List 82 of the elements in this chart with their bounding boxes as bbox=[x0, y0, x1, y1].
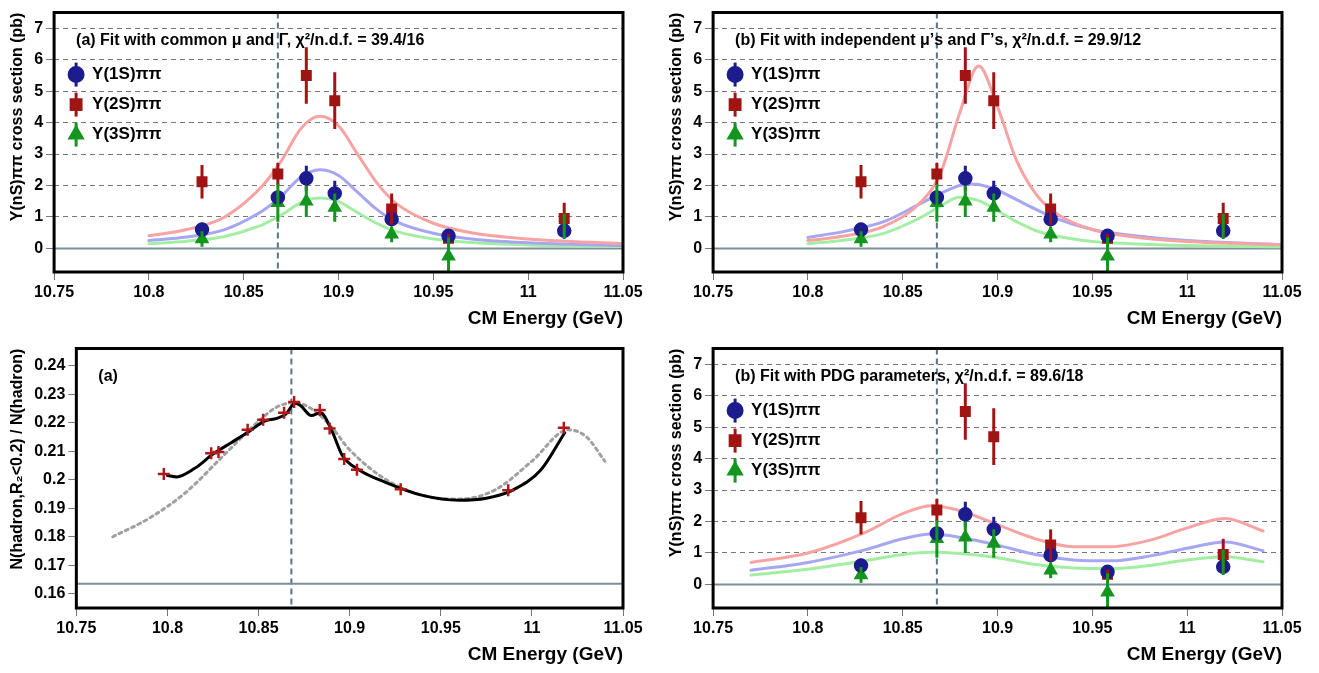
x-tick-label: 10.9 bbox=[981, 283, 1014, 301]
x-tick-label: 10.8 bbox=[151, 619, 184, 637]
y-tick-label: 5 bbox=[693, 81, 703, 99]
y-tick-label: 6 bbox=[693, 386, 703, 404]
text: (a) bbox=[98, 367, 118, 385]
x-tick-label: 10.85 bbox=[882, 283, 923, 301]
x-tick-label: 10.9 bbox=[981, 619, 1014, 637]
x-tick-label: 11.05 bbox=[603, 619, 643, 637]
y-tick-label: 0 bbox=[693, 238, 703, 256]
x-tick-label: 10.85 bbox=[238, 619, 279, 637]
y-tick-label: 0.19 bbox=[34, 498, 66, 516]
y-tick-label: 1 bbox=[693, 543, 703, 561]
y-tick-label: 6 bbox=[693, 50, 703, 68]
x-tick-label: 10.8 bbox=[133, 283, 165, 301]
legend-label: Υ(2S)ππ bbox=[92, 94, 162, 114]
y-tick-label: 3 bbox=[693, 144, 703, 162]
x-tick-label: 10.75 bbox=[34, 283, 75, 301]
y-tick-label: 4 bbox=[693, 449, 703, 467]
text: (b) Fit with independent μ’s and Γ’s, χ²/n.d.f. = 29.9/12 bbox=[735, 31, 1142, 49]
legend-label: Υ(3S)ππ bbox=[751, 124, 821, 144]
y-tick-label: 0.18 bbox=[34, 527, 66, 545]
x-tick-label: 10.95 bbox=[1072, 283, 1113, 301]
legend-label: Υ(2S)ππ bbox=[751, 94, 821, 114]
x-axis-title: CM Energy (GeV) bbox=[467, 642, 623, 664]
x-tick-label: 11 bbox=[1178, 283, 1196, 301]
y-tick-label: 7 bbox=[693, 18, 703, 36]
x-axis-title: CM Energy (GeV) bbox=[467, 306, 623, 328]
y-tick-label: 0.23 bbox=[34, 384, 66, 402]
y-tick-label: 3 bbox=[693, 480, 703, 498]
y-tick-label: 5 bbox=[693, 417, 703, 435]
y-tick-label: 2 bbox=[693, 175, 703, 193]
y-tick-label: 0.24 bbox=[34, 356, 66, 374]
y-tick-label: 2 bbox=[34, 175, 44, 193]
legend-label: Υ(1S)ππ bbox=[751, 64, 821, 84]
y-tick-label: 0 bbox=[34, 238, 44, 256]
x-tick-label: 11.05 bbox=[603, 283, 643, 301]
x-tick-label: 10.8 bbox=[792, 283, 824, 301]
y-tick-label: 0 bbox=[693, 574, 703, 592]
y-tick-label: 0.21 bbox=[34, 441, 66, 459]
y-tick-label: 6 bbox=[34, 50, 44, 68]
y-axis-title: Υ(nS)ππ cross section (pb) bbox=[667, 12, 685, 222]
x-tick-label: 11 bbox=[519, 283, 537, 301]
x-axis-title: CM Energy (GeV) bbox=[1126, 642, 1282, 664]
legend-label: Υ(1S)ππ bbox=[92, 64, 162, 84]
x-tick-label: 11.05 bbox=[1262, 283, 1302, 301]
legend-label: Υ(3S)ππ bbox=[751, 460, 821, 480]
x-tick-label: 11 bbox=[523, 619, 541, 637]
x-axis-title: CM Energy (GeV) bbox=[1126, 306, 1282, 328]
y-axis-title: N(hadron,R₂<0.2) / N(hadron) bbox=[8, 348, 26, 570]
y-tick-label: 5 bbox=[34, 81, 44, 99]
y-tick-label: 0.17 bbox=[34, 555, 66, 573]
y-tick-label: 4 bbox=[34, 113, 44, 131]
x-tick-label: 10.95 bbox=[413, 283, 454, 301]
y-tick-label: 3 bbox=[34, 144, 44, 162]
x-tick-label: 10.8 bbox=[792, 619, 824, 637]
x-tick-label: 10.75 bbox=[56, 619, 97, 637]
legend-label: Υ(3S)ππ bbox=[92, 124, 162, 144]
y-tick-label: 0.2 bbox=[43, 470, 66, 488]
y-tick-label: 2 bbox=[693, 511, 703, 529]
x-tick-label: 10.95 bbox=[1072, 619, 1113, 637]
legend-label: Υ(2S)ππ bbox=[751, 430, 821, 450]
y-tick-label: 4 bbox=[693, 113, 703, 131]
legend-label: Υ(1S)ππ bbox=[751, 400, 821, 420]
x-tick-label: 11 bbox=[1178, 619, 1196, 637]
x-tick-label: 10.75 bbox=[693, 283, 734, 301]
y-axis-title: Υ(nS)ππ cross section (pb) bbox=[8, 12, 26, 222]
y-tick-label: 1 bbox=[693, 207, 703, 225]
y-tick-label: 1 bbox=[34, 207, 44, 225]
x-tick-label: 10.95 bbox=[420, 619, 461, 637]
text: (b) Fit with PDG parameters, χ²/n.d.f. = 89.6/18 bbox=[735, 367, 1084, 385]
x-tick-label: 11.05 bbox=[1262, 619, 1302, 637]
text: (a) Fit with common μ and Γ, χ²/n.d.f. = 39.4/16 bbox=[76, 31, 425, 49]
x-tick-label: 10.9 bbox=[334, 619, 366, 637]
y-axis-title: Υ(nS)ππ cross section (pb) bbox=[667, 348, 685, 558]
x-tick-label: 10.9 bbox=[322, 283, 355, 301]
x-tick-label: 10.75 bbox=[693, 619, 734, 637]
x-tick-label: 10.85 bbox=[882, 619, 923, 637]
y-tick-label: 0.22 bbox=[34, 413, 66, 431]
x-tick-label: 10.85 bbox=[223, 283, 264, 301]
y-tick-label: 0.16 bbox=[34, 584, 66, 602]
y-tick-label: 7 bbox=[693, 354, 703, 372]
y-tick-label: 7 bbox=[34, 18, 44, 36]
